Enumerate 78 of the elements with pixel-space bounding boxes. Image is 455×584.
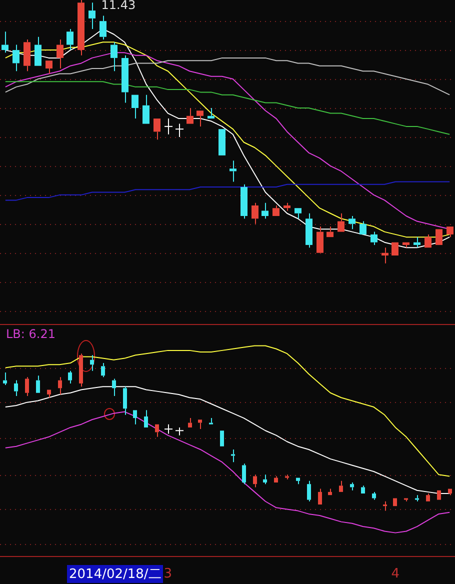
candlestick <box>46 60 52 74</box>
candlestick <box>12 44 20 72</box>
candlestick <box>306 212 312 248</box>
candlestick <box>230 160 236 182</box>
candlestick <box>144 410 148 428</box>
candlestick <box>350 482 354 491</box>
candlestick <box>155 424 159 438</box>
candlestick <box>285 474 289 480</box>
candlestick <box>78 0 84 56</box>
candlestick <box>326 226 334 238</box>
candlestick <box>240 184 248 220</box>
candlestick <box>316 226 324 253</box>
candlestick <box>402 242 410 248</box>
candlestick <box>34 36 42 66</box>
candlestick <box>361 485 365 494</box>
candlestick <box>24 39 30 72</box>
candlestick <box>188 418 192 428</box>
candlestick <box>68 370 72 384</box>
candlestick <box>415 494 419 502</box>
candlestick <box>133 410 137 425</box>
candlestick <box>14 380 18 397</box>
candlestick <box>66 28 74 51</box>
candlestick <box>122 54 128 104</box>
candlestick <box>25 376 29 397</box>
candlestick <box>328 488 332 496</box>
candlestick <box>446 226 454 238</box>
x-tick-label: 4 <box>391 566 400 582</box>
x-tick-label: 3 <box>164 566 172 582</box>
candlestick <box>186 108 194 124</box>
candlestick <box>318 488 322 505</box>
candlestick <box>348 216 356 230</box>
candlestick <box>90 354 94 372</box>
candlestick <box>360 220 366 234</box>
candlestick <box>198 420 202 430</box>
candlestick <box>123 386 127 416</box>
candlestick <box>272 204 280 216</box>
candlestick <box>338 212 344 232</box>
candlestick <box>307 480 311 502</box>
candlestick <box>382 247 388 264</box>
candlestick <box>263 474 267 485</box>
candlestick <box>208 108 214 119</box>
candlestick <box>294 208 302 220</box>
candlestick <box>36 375 40 393</box>
text: 2014/02/18/二 <box>67 565 164 583</box>
candlestick <box>242 463 246 485</box>
candlestick <box>424 234 432 248</box>
candlestick <box>339 480 343 492</box>
candlestick <box>56 39 64 69</box>
candlestick <box>252 202 258 224</box>
annotation: 11.43 <box>101 0 136 12</box>
candlestick <box>370 231 378 246</box>
candlestick <box>110 42 118 72</box>
candlestick <box>112 378 116 397</box>
candlestick <box>372 491 376 500</box>
candlestick <box>253 474 257 488</box>
candlestick <box>383 500 387 512</box>
candlestick <box>414 236 420 248</box>
candlestick <box>196 110 204 127</box>
candlestick <box>58 376 62 395</box>
candlestick <box>142 94 150 124</box>
candlestick <box>296 478 300 485</box>
candlestick <box>262 202 268 220</box>
candlestick <box>426 493 430 502</box>
candlestick <box>284 202 290 212</box>
candlestick <box>448 488 452 496</box>
candlestick <box>88 2 96 30</box>
candlestick <box>3 372 7 386</box>
candlestick <box>79 353 83 388</box>
candlestick <box>47 390 51 398</box>
candlestick <box>209 418 213 424</box>
candlestick <box>100 15 106 40</box>
candlestick <box>404 498 408 502</box>
candlestick <box>2 31 8 54</box>
candlestick <box>154 118 160 140</box>
candlestick <box>274 476 278 483</box>
text: LB: 6.21 <box>6 327 56 341</box>
candlestick <box>231 448 235 463</box>
candlestick <box>101 362 105 378</box>
